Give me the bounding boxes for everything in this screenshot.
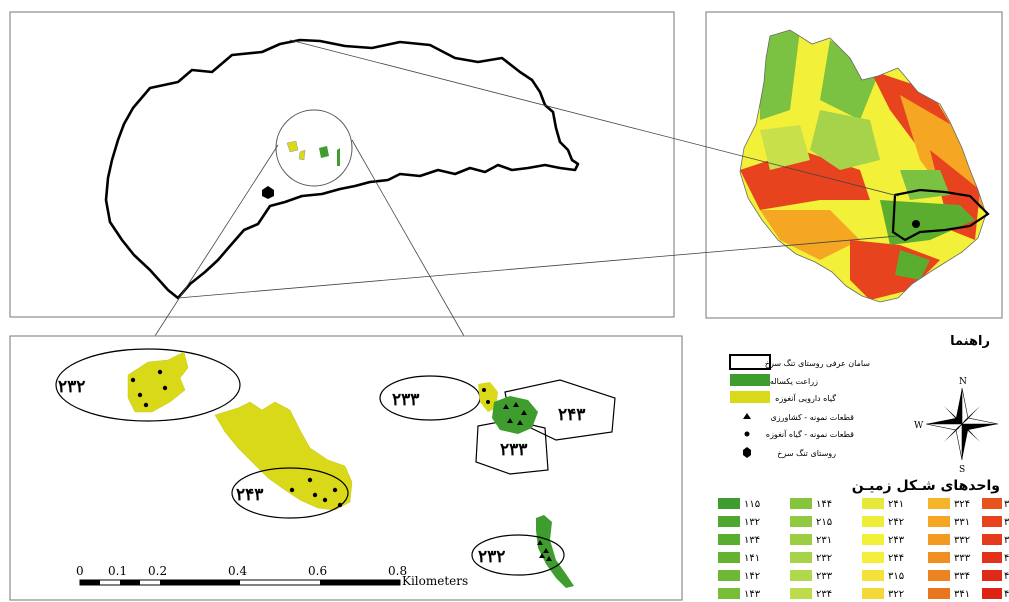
triangle-icon: [743, 413, 751, 419]
landform-code: ۲۳۱: [816, 535, 832, 546]
landform-swatch: [862, 588, 884, 599]
landform-swatch: [928, 498, 950, 509]
legend-item-label: گیاه دارویی آنغوزه: [775, 393, 836, 403]
hexagon-icon: [743, 447, 751, 458]
landform-swatch: [862, 552, 884, 563]
landform-code: ۳: [1004, 535, 1009, 546]
landform-code: ۲۱۵: [816, 517, 832, 528]
overview-crop-patch: [337, 148, 340, 166]
landform-code: ۲۴۱: [888, 499, 904, 510]
compass-w: W: [914, 421, 924, 431]
legend-item-label: سامان عرفی روستای تنگ سرخ: [765, 358, 871, 368]
legend-ferula-swatch: [730, 391, 770, 403]
scale-unit: Kilometers: [402, 574, 468, 588]
dot-icon: [745, 432, 750, 437]
landform-code: ۳۲۲: [888, 589, 904, 600]
landform-swatch: [982, 534, 1002, 545]
landform-swatch: [862, 534, 884, 545]
landform-swatch: [718, 588, 740, 599]
landform-code: ۱۱۵: [744, 499, 760, 510]
zone-label-lower-left: ۲۴۳: [236, 485, 263, 505]
landform-code: ۳۴۱: [954, 589, 970, 600]
compass-rose: N S W: [914, 377, 998, 475]
landform-swatch: [982, 588, 1002, 599]
landform-swatch: [982, 516, 1002, 527]
zone-label-center-bottom: ۲۳۳: [500, 440, 527, 460]
landform-code: ۴: [1004, 553, 1009, 564]
landform-swatch: [718, 534, 740, 545]
landform-swatch: [790, 552, 812, 563]
landform-swatch: [718, 516, 740, 527]
zone-label-center-right: ۲۴۳: [558, 405, 585, 425]
landform-code: ۳۱۵: [888, 571, 904, 582]
compass-n: N: [959, 377, 967, 387]
scale-tick: 0.6: [308, 564, 327, 578]
legend-crop-swatch: [730, 374, 770, 386]
landform-swatch: [718, 552, 740, 563]
landform-code: ۱۳۴: [744, 535, 760, 546]
landform-swatch: [928, 516, 950, 527]
legend-title: راهنما: [950, 334, 990, 349]
legend-item-label: زراعت یکساله: [770, 377, 818, 386]
landform-code: ۱۴۳: [744, 589, 761, 600]
legend-item-label: قطعات نمونه - گیاه آنغوزه: [766, 429, 854, 439]
landform-swatch: [862, 498, 884, 509]
landform-code: ۳۳۱: [954, 517, 970, 528]
landform-code: ۲۴۳: [888, 535, 905, 546]
zone-label-bottom-right: ۲۳۲: [478, 547, 505, 567]
landform-code: ۱۳۲: [744, 517, 760, 528]
landform-legend-title: واحدهای شـکل زمیـن: [852, 478, 1000, 494]
landform-code: ۳۲۴: [954, 499, 970, 510]
compass-s: S: [959, 465, 965, 475]
landform-code: ۳۳۲: [954, 535, 970, 546]
landform-swatch: [718, 498, 740, 509]
landform-code: ۳۳۳: [954, 553, 971, 564]
landform-swatch: [718, 570, 740, 581]
landform-code: ۴: [1004, 571, 1009, 582]
landform-code: ۱۴۴: [816, 499, 832, 510]
landform-code: ۳: [1004, 499, 1009, 510]
landform-swatch: [790, 516, 812, 527]
landform-swatch: [790, 534, 812, 545]
legend-item-label: روستای تنگ سرخ: [777, 448, 836, 458]
landform-swatch: [862, 516, 884, 527]
landform-code: ۳: [1004, 517, 1009, 528]
landform-code: ۱۴۲: [744, 571, 760, 582]
landform-code: ۲۳۳: [816, 571, 833, 582]
landform-code: ۳۳۴: [954, 571, 970, 582]
landform-legend-grid: ۱۱۵ ۱۳۲ ۱۳۴ ۱۴۱ ۱۴۲ ۱۴۳ ۱۴۴ ۲۱۵ ۲۳۱ ۲۳۲ ۲۳۳ ۲۳۴ ۲۴۱ ۲…: [718, 498, 1009, 600]
landform-swatch: [982, 570, 1002, 581]
zone-label-center-left: ۲۳۳: [392, 390, 419, 410]
scale-tick: 0.4: [228, 564, 247, 578]
landform-code: ۱۴۱: [744, 553, 760, 564]
landform-swatch: [790, 588, 812, 599]
scale-tick: 0: [76, 564, 84, 578]
legend-item-label: قطعات نمونه - کشاورزی: [771, 413, 855, 422]
village-point: [912, 220, 920, 228]
landform-code: ۲۳۲: [816, 553, 832, 564]
landform-code: ۲۴۴: [888, 553, 904, 564]
landform-swatch: [982, 498, 1002, 509]
landform-code: ۲۳۴: [816, 589, 832, 600]
landform-code: ۴: [1004, 589, 1009, 600]
landform-swatch: [790, 498, 812, 509]
landform-swatch: [862, 570, 884, 581]
landform-swatch: [928, 588, 950, 599]
landform-code: ۲۴۲: [888, 517, 904, 528]
landform-swatch: [790, 570, 812, 581]
scale-tick: 0.2: [148, 564, 167, 578]
legend: راهنما سامان عرفی روستای تنگ سرخ زراعت ی…: [730, 334, 990, 458]
landform-swatch: [928, 570, 950, 581]
landform-swatch: [982, 552, 1002, 563]
zone-label-upper-left: ۲۳۲: [58, 377, 85, 397]
scale-tick: 0.1: [108, 564, 127, 578]
landform-swatch: [928, 534, 950, 545]
landform-swatch: [928, 552, 950, 563]
